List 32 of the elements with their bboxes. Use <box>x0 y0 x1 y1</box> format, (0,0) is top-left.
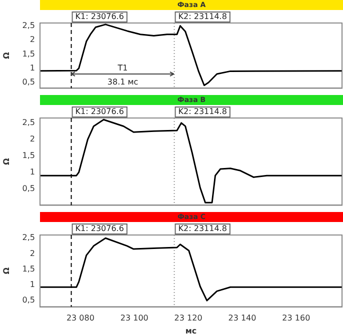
ref-line-label: K1: 23076.6 <box>75 12 124 22</box>
x-tick-label: 23 140 <box>228 314 256 323</box>
y-tick-label: 1,5 <box>22 49 35 58</box>
annotation: T1 <box>116 63 128 72</box>
y-tick-label: 2 <box>30 134 35 144</box>
y-axis-title: Ω <box>2 267 11 274</box>
y-tick-label: 1,5 <box>22 150 35 160</box>
ref-line-label: K1: 23076.6 <box>75 224 124 234</box>
x-tick-label: 23 100 <box>120 314 148 323</box>
x-tick-label: 23 160 <box>282 314 310 323</box>
y-tick-label: 2,5 <box>22 118 35 128</box>
y-tick-label: 2,5 <box>22 233 35 242</box>
y-tick-label: 2,5 <box>22 20 35 30</box>
x-axis-title: мс <box>185 326 197 336</box>
x-tick-label: 23 080 <box>66 314 94 323</box>
y-tick-label: 1,5 <box>22 264 35 274</box>
x-tick-label: 23 120 <box>174 314 202 323</box>
y-axis-title: Ω <box>2 158 11 166</box>
y-tick-label: 1 <box>30 280 35 290</box>
y-tick-label: 2 <box>30 35 35 44</box>
ref-line-label: K2: 23114.8 <box>178 12 227 22</box>
y-tick-label: 0,5 <box>22 184 35 193</box>
y-tick-label: 0,5 <box>22 78 35 87</box>
annotation: 38.1 мс <box>107 77 138 86</box>
y-tick-label: 0,5 <box>22 296 35 305</box>
ref-line-label: K1: 23076.6 <box>75 107 124 116</box>
y-tick-label: 1 <box>30 63 35 72</box>
y-tick-label: 1 <box>30 167 35 176</box>
y-axis-title: Ω <box>2 52 11 60</box>
ref-line-label: K2: 23114.8 <box>178 107 227 116</box>
y-tick-label: 2 <box>30 248 35 258</box>
ref-line-label: K2: 23114.8 <box>178 224 227 234</box>
